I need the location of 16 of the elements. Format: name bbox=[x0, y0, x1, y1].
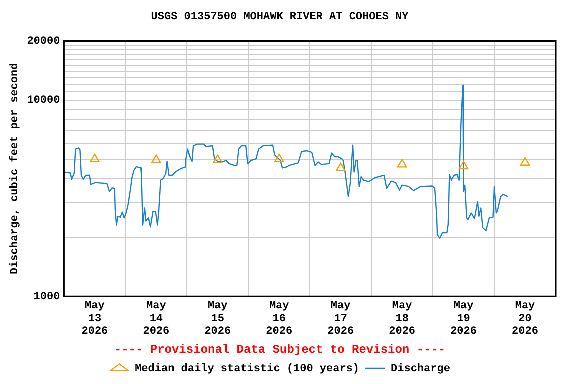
x-tick-label: May 16 2026 bbox=[266, 300, 293, 338]
y-axis-title: Discharge, cubic feet per second bbox=[8, 63, 22, 275]
y-tick-label: 10000 bbox=[27, 95, 60, 108]
x-tick-label: May 14 2026 bbox=[143, 300, 170, 338]
chart-title: USGS 01357500 MOHAWK RIVER AT COHOES NY bbox=[151, 11, 410, 24]
x-tick-label: May 20 2026 bbox=[512, 300, 538, 338]
x-tick-label: May 19 2026 bbox=[450, 300, 477, 338]
legend-label: Median daily statistic (100 years) bbox=[135, 363, 360, 376]
x-tick-label: May 18 2026 bbox=[389, 300, 416, 338]
legend-label: Discharge bbox=[391, 363, 451, 376]
text: ---- Provisional Data Subject to Revision ---- bbox=[114, 342, 446, 357]
x-tick-label: May 13 2026 bbox=[82, 300, 108, 338]
y-tick-label: 20000 bbox=[27, 36, 60, 48]
x-tick-label: May 17 2026 bbox=[328, 300, 354, 338]
x-tick-label: May 15 2026 bbox=[204, 300, 232, 338]
y-tick-label: 1000 bbox=[34, 291, 60, 304]
